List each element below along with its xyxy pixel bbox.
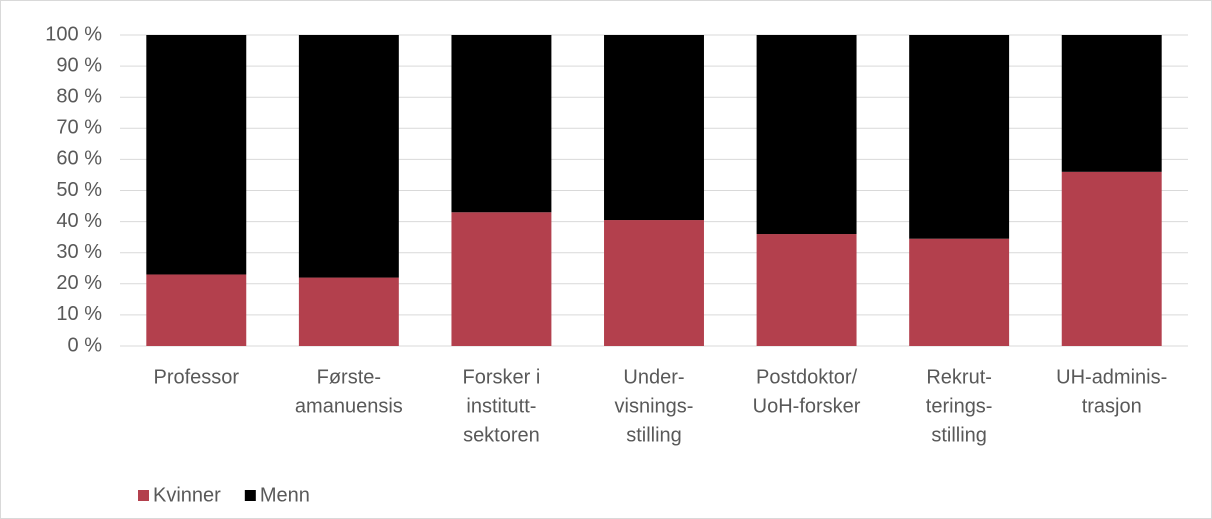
x-tick-label: Rekrut- bbox=[926, 366, 992, 388]
x-tick-label: amanuensis bbox=[295, 395, 403, 417]
x-tick-label: Forsker i bbox=[463, 366, 541, 388]
bar-segment bbox=[451, 35, 552, 213]
bar-segment bbox=[756, 234, 857, 346]
y-tick-label: 40 % bbox=[56, 210, 102, 232]
x-tick-label: UH-adminis- bbox=[1056, 366, 1167, 388]
y-tick-label: 90 % bbox=[56, 54, 102, 76]
x-tick-label: visnings- bbox=[615, 395, 694, 417]
bar-segment bbox=[604, 35, 704, 221]
bar-segment bbox=[298, 35, 399, 278]
x-tick-label: institutt- bbox=[466, 395, 536, 417]
y-tick-label: 70 % bbox=[56, 117, 102, 139]
x-tick-label: Under- bbox=[623, 366, 684, 388]
y-tick-label: 50 % bbox=[56, 179, 102, 201]
x-tick-label: stilling bbox=[626, 424, 682, 446]
x-tick-label: sektoren bbox=[463, 424, 540, 446]
bar-segment bbox=[909, 238, 1010, 346]
legend-label: Menn bbox=[260, 484, 310, 506]
legend-swatch bbox=[138, 490, 149, 501]
x-tick-label: Professor bbox=[153, 366, 239, 388]
bar-segment bbox=[756, 35, 857, 235]
bar-segment bbox=[1061, 35, 1162, 172]
legend-label: Kvinner bbox=[153, 484, 221, 506]
x-tick-label: stilling bbox=[931, 424, 987, 446]
x-tick-label: Postdoktor/ bbox=[756, 366, 858, 388]
bar-segment bbox=[146, 35, 247, 275]
x-tick-label: trasjon bbox=[1082, 395, 1142, 417]
bar-segment bbox=[909, 35, 1010, 239]
bar-segment bbox=[146, 274, 247, 346]
y-tick-label: 10 % bbox=[56, 303, 102, 325]
bar-segment bbox=[451, 212, 552, 346]
bar-segment bbox=[298, 277, 399, 346]
y-tick-label: 30 % bbox=[56, 241, 102, 263]
bar-segment bbox=[604, 220, 704, 346]
x-tick-label: Første- bbox=[317, 366, 381, 388]
y-tick-label: 20 % bbox=[56, 272, 102, 294]
x-tick-label: UoH-forsker bbox=[753, 395, 861, 417]
x-tick-label: terings- bbox=[926, 395, 993, 417]
y-tick-label: 100 % bbox=[45, 23, 102, 45]
legend-swatch bbox=[244, 490, 256, 501]
y-tick-label: 60 % bbox=[56, 148, 102, 170]
y-tick-label: 80 % bbox=[56, 85, 102, 107]
bar-segment bbox=[1061, 171, 1162, 346]
y-tick-label: 0 % bbox=[68, 334, 103, 356]
